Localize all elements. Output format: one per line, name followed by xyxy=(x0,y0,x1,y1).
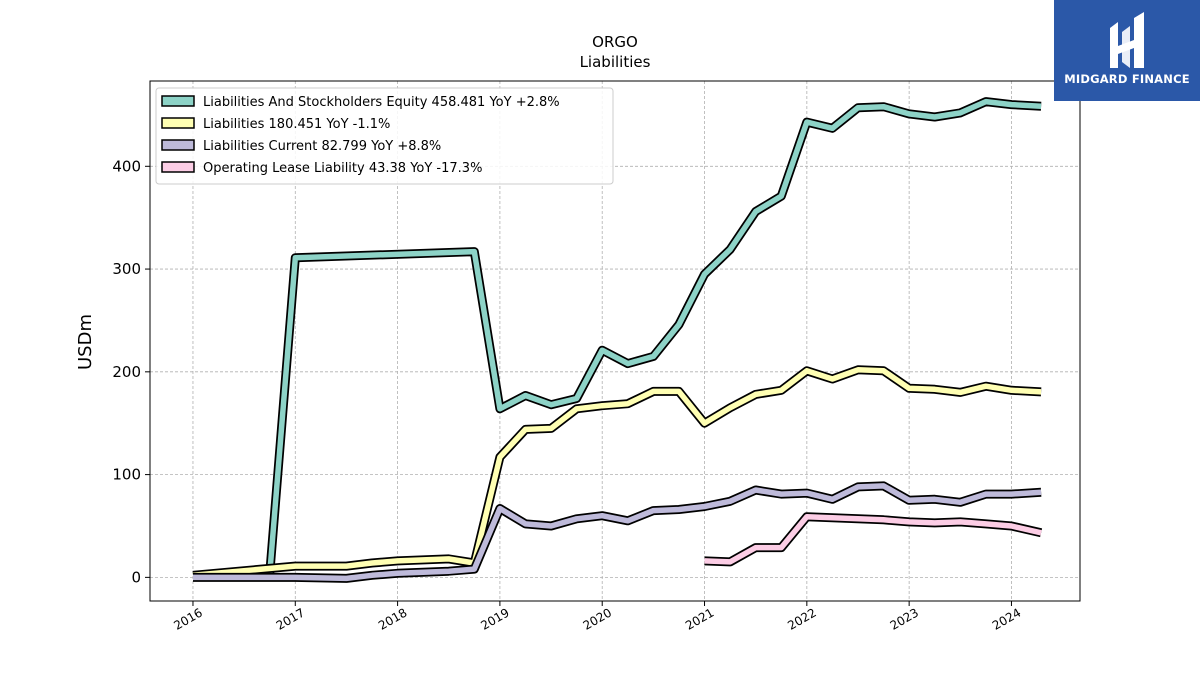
series-line xyxy=(192,367,1042,579)
x-tick-label: 2023 xyxy=(888,605,921,632)
y-tick-label: 300 xyxy=(112,260,141,278)
brand-logo: MIDGARD FINANCE xyxy=(1054,0,1200,101)
legend-swatch xyxy=(161,139,195,151)
logo-mark-icon xyxy=(1110,12,1144,68)
y-tick-label: 400 xyxy=(112,157,141,175)
series-line xyxy=(193,483,1042,582)
x-tick-label: 2019 xyxy=(478,605,511,632)
x-tick-label: 2018 xyxy=(376,605,409,632)
plot-frame xyxy=(149,80,1081,602)
chart-subtitle: Liabilities xyxy=(580,53,651,71)
legend-label: Liabilities Current 82.799 YoY +8.8% xyxy=(203,139,441,154)
series-3 xyxy=(704,512,1043,567)
axis-ticks: 2016 2017 2018 2019 2020 2021 2022 2023 2024 0 100… xyxy=(112,157,1023,633)
legend: Liabilities And Stockholders Equity 458.… xyxy=(155,87,614,185)
series-line-outline xyxy=(192,365,1042,580)
legend-box xyxy=(155,87,614,185)
series-1 xyxy=(192,365,1042,580)
x-tick-label: 2016 xyxy=(171,605,204,632)
legend-swatch xyxy=(161,95,195,107)
x-tick-label: 2024 xyxy=(990,605,1023,632)
series-0 xyxy=(265,97,1042,575)
legend-swatch xyxy=(161,161,195,173)
legend-label: Liabilities And Stockholders Equity 458.… xyxy=(203,95,560,110)
legend-label: Operating Lease Liability 43.38 YoY -17.… xyxy=(203,161,482,176)
x-tick-label: 2017 xyxy=(274,605,307,632)
x-tick-label: 2022 xyxy=(785,605,818,632)
y-tick-label: 0 xyxy=(131,568,141,586)
y-axis-label: USDm xyxy=(75,314,96,370)
series-2 xyxy=(193,481,1042,583)
legend-label: Liabilities 180.451 YoY -1.1% xyxy=(203,117,390,132)
x-tick-label: 2021 xyxy=(683,605,716,632)
chart-title: ORGO xyxy=(592,33,638,51)
y-tick-label: 200 xyxy=(112,363,141,381)
y-tick-label: 100 xyxy=(112,466,141,484)
series-line xyxy=(266,98,1042,575)
series-line xyxy=(704,513,1042,565)
plot-lines xyxy=(192,97,1043,583)
x-tick-label: 2020 xyxy=(581,605,614,632)
logo-brand-text: MIDGARD FINANCE xyxy=(1064,72,1190,86)
legend-swatch xyxy=(161,117,195,129)
